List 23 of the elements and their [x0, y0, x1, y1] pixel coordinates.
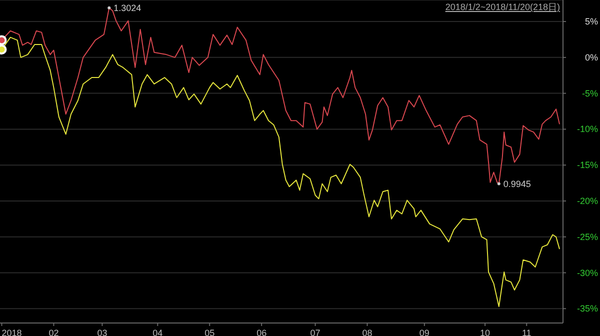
x-tick-label: 11 [522, 328, 532, 336]
annotation: 1.3024 [114, 3, 142, 14]
y-tick-label: -25% [576, 232, 598, 242]
y-tick-label: -5% [582, 88, 598, 98]
x-tick-label: 07 [310, 328, 320, 336]
y-tick-label: -30% [576, 268, 598, 278]
x-tick-label: 06 [256, 328, 267, 336]
y-tick-label: -35% [576, 304, 598, 314]
x-tick-label: 04 [152, 328, 163, 336]
x-tick-label: 2018 [2, 328, 22, 336]
x-tick-label: 09 [419, 328, 430, 336]
x-tick-label: 02 [48, 328, 59, 336]
x-tick-label: 03 [97, 328, 108, 336]
annotation: 2018/1/2~2018/11/20(218日) [445, 1, 560, 14]
x-tick-label: 08 [362, 328, 372, 336]
y-tick-label: -10% [576, 124, 598, 134]
y-tick-label: -15% [576, 160, 598, 170]
y-tick-label: 5% [584, 16, 598, 27]
x-tick-label: 05 [204, 328, 215, 336]
y-tick-label: 0% [584, 52, 598, 62]
annotation: 0.9945 [503, 178, 531, 189]
x-tick-label: 10 [480, 328, 490, 336]
y-tick-label: -20% [576, 196, 598, 206]
